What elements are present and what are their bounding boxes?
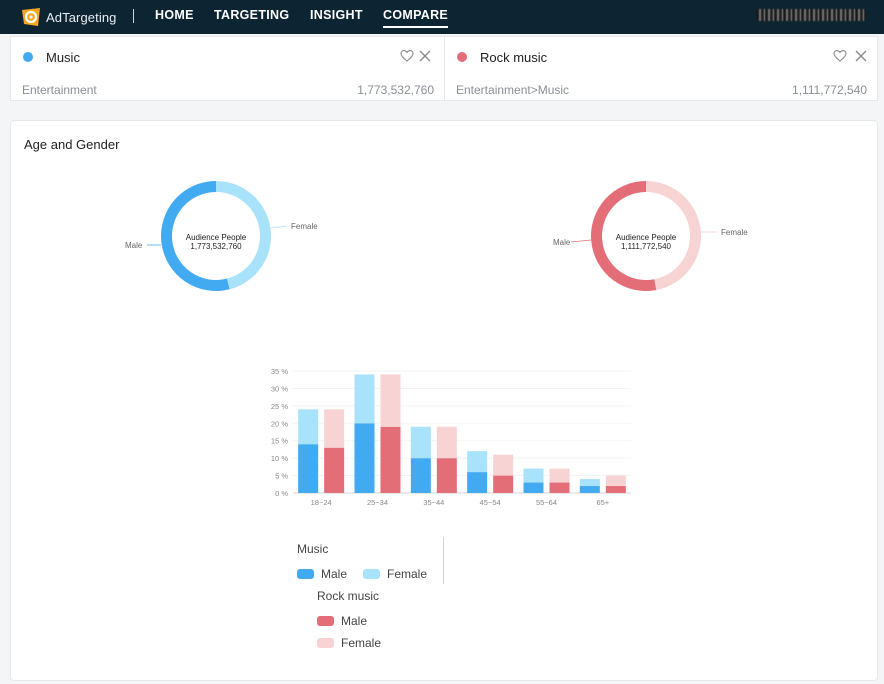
age-bar-chart: 0 % 5 % 10 % 15 % 20 % 25 % 30 % 35 % 18~24 25~34… xyxy=(271,367,631,507)
donut-female-label: Female xyxy=(721,228,748,237)
bar-segment[interactable] xyxy=(354,374,375,424)
top-nav: AdTargeting HOME TARGETING INSIGHT COMPA… xyxy=(0,0,884,34)
adtargeting-logo-icon xyxy=(22,8,40,26)
donut-chart-rock-music: Audience People 1,111,772,540 Male Femal… xyxy=(553,181,748,291)
audience-count: 1,773,532,760 xyxy=(357,83,434,97)
legend-item-rock-male[interactable]: Male xyxy=(317,614,367,628)
x-tick-label: 65+ xyxy=(596,498,609,507)
legend-swatch xyxy=(297,569,314,579)
bar-segment[interactable] xyxy=(579,479,600,487)
donut-male-label: Male xyxy=(125,241,143,250)
x-tick-label: 55~64 xyxy=(536,498,557,507)
age-gender-panel: Age and Gender Audience People 1,773,532… xyxy=(10,120,878,681)
legend-group-title: Rock music xyxy=(317,589,380,603)
category-path: Entertainment xyxy=(22,83,97,97)
legend-swatch xyxy=(317,638,334,648)
nav-home[interactable]: HOME xyxy=(155,8,194,22)
bar-segment[interactable] xyxy=(324,447,345,493)
y-tick-label: 30 % xyxy=(271,384,288,393)
bar-segment[interactable] xyxy=(467,451,488,473)
bar-segment[interactable] xyxy=(523,482,544,493)
bar-segment[interactable] xyxy=(605,475,626,487)
bar-segment[interactable] xyxy=(436,458,457,493)
legend-label: Male xyxy=(321,567,348,581)
color-dot xyxy=(457,52,467,62)
heart-icon[interactable] xyxy=(833,49,847,63)
bar-segment[interactable] xyxy=(549,482,570,493)
bar-segment[interactable] xyxy=(410,426,431,459)
donut-center-label: Audience People xyxy=(616,233,677,242)
y-tick-label: 10 % xyxy=(271,454,288,463)
y-tick-label: 15 % xyxy=(271,437,288,446)
nav-divider xyxy=(133,9,134,23)
bar-segment[interactable] xyxy=(298,409,319,445)
compare-card-rock-music: Rock music Entertainment>Music 1,111,772… xyxy=(444,37,877,100)
bar-segment[interactable] xyxy=(324,409,345,448)
category-path: Entertainment>Music xyxy=(456,83,570,97)
donut-female-label: Female xyxy=(291,222,318,231)
y-tick-label: 25 % xyxy=(271,402,288,411)
heart-icon[interactable] xyxy=(400,49,414,63)
x-tick-label: 18~24 xyxy=(311,498,332,507)
legend-item-music-male[interactable]: Male xyxy=(297,567,347,581)
bar-segment[interactable] xyxy=(467,472,488,493)
donut-center-value: 1,773,532,760 xyxy=(190,242,242,251)
donut-center-value: 1,111,772,540 xyxy=(621,242,672,251)
donut-chart-music: Audience People 1,773,532,760 Male Femal… xyxy=(125,181,318,291)
audience-count: 1,111,772,540 xyxy=(792,83,867,97)
bar-segment[interactable] xyxy=(380,374,401,427)
legend-divider xyxy=(443,537,444,584)
legend-label: Male xyxy=(341,614,368,628)
bar-segment[interactable] xyxy=(380,426,401,493)
x-tick-label: 25~34 xyxy=(367,498,388,507)
donut-slice-female[interactable] xyxy=(646,181,701,291)
compare-card-music: Music Entertainment 1,773,532,760 xyxy=(11,37,444,100)
y-tick-label: 20 % xyxy=(271,419,288,428)
y-tick-label: 5 % xyxy=(275,472,288,481)
male-leader-line xyxy=(570,239,592,243)
legend-item-music-female[interactable]: Female xyxy=(363,567,427,581)
donut-male-label: Male xyxy=(553,238,571,247)
audience-name: Music xyxy=(46,50,80,65)
audience-name: Rock music xyxy=(480,50,548,65)
close-icon[interactable] xyxy=(418,49,432,63)
bar-segment[interactable] xyxy=(549,468,570,483)
bar-segment[interactable] xyxy=(298,444,319,493)
compare-cards: Music Entertainment 1,773,532,760 Rock m… xyxy=(10,36,878,101)
donut-slice-female[interactable] xyxy=(216,181,271,290)
legend-swatch xyxy=(363,569,380,579)
bar-segment[interactable] xyxy=(579,486,600,493)
section-title: Age and Gender xyxy=(24,137,120,152)
nav-insight[interactable]: INSIGHT xyxy=(310,8,363,22)
nav-targeting[interactable]: TARGETING xyxy=(214,8,290,22)
brand-name: AdTargeting xyxy=(46,9,117,25)
female-leader-line xyxy=(270,225,288,229)
donut-center-label: Audience People xyxy=(186,233,247,242)
nav-compare[interactable]: COMPARE xyxy=(383,8,449,28)
x-tick-label: 45~54 xyxy=(480,498,501,507)
donut-slice-male[interactable] xyxy=(160,181,230,291)
y-tick-label: 35 % xyxy=(271,367,288,376)
bar-segment[interactable] xyxy=(410,458,431,493)
bar-segment[interactable] xyxy=(493,475,514,493)
x-tick-label: 35~44 xyxy=(423,498,444,507)
bar-segment[interactable] xyxy=(436,426,457,459)
donut-slice-male[interactable] xyxy=(590,181,657,291)
bar-segment[interactable] xyxy=(354,423,375,493)
user-account-redacted[interactable] xyxy=(756,9,866,21)
legend-group-title: Music xyxy=(297,542,329,556)
legend-label: Female xyxy=(341,636,382,650)
legend-item-rock-female[interactable]: Female xyxy=(317,636,381,650)
legend-swatch xyxy=(317,616,334,626)
y-tick-label: 0 % xyxy=(275,489,288,498)
close-icon[interactable] xyxy=(854,49,868,63)
brand-logo[interactable]: AdTargeting xyxy=(20,6,116,28)
bar-segment[interactable] xyxy=(605,486,626,493)
bar-segment[interactable] xyxy=(493,454,514,476)
legend-label: Female xyxy=(387,567,428,581)
bar-segment[interactable] xyxy=(523,468,544,483)
color-dot xyxy=(23,52,33,62)
